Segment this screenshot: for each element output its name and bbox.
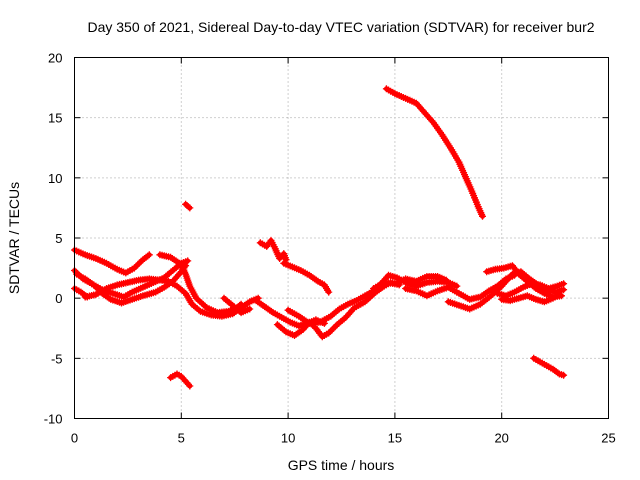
series-arc-r bbox=[382, 85, 486, 220]
y-tick-label: 10 bbox=[48, 171, 62, 186]
series-markers bbox=[493, 280, 568, 300]
series-arc-g bbox=[220, 294, 254, 317]
series-arc-l bbox=[370, 273, 450, 292]
series-arc-j bbox=[280, 259, 333, 296]
series-markers bbox=[71, 246, 153, 277]
series-markers bbox=[220, 294, 254, 317]
series-markers bbox=[156, 251, 245, 317]
series-arc-f bbox=[156, 251, 245, 317]
series-markers bbox=[182, 200, 194, 212]
y-tick-label: -10 bbox=[44, 412, 63, 427]
y-axis-label: SDTVAR / TECUs bbox=[6, 182, 22, 294]
x-tick-label: 25 bbox=[601, 431, 615, 446]
x-axis-label: GPS time / hours bbox=[288, 457, 395, 473]
x-tick-label: 5 bbox=[178, 431, 185, 446]
series-trace bbox=[383, 86, 485, 219]
series-markers bbox=[256, 236, 290, 264]
series-markers bbox=[530, 354, 568, 379]
y-tick-label: 0 bbox=[55, 291, 62, 306]
plot-area bbox=[71, 85, 568, 390]
series-arc-s bbox=[182, 200, 194, 212]
series-markers bbox=[498, 291, 563, 306]
series-arc-a bbox=[71, 246, 153, 277]
series-arc-u bbox=[167, 370, 194, 390]
y-tick-label: 5 bbox=[55, 231, 62, 246]
x-tick-label: 15 bbox=[388, 431, 402, 446]
series-arc-v bbox=[530, 354, 568, 379]
series-markers bbox=[370, 273, 450, 292]
x-tick-label: 10 bbox=[281, 431, 295, 446]
series-arc-p bbox=[493, 280, 568, 300]
y-tick-label: 15 bbox=[48, 111, 62, 126]
axis-ticks: 0 5 10 15 20 25 -10 -5 0 5 10 15 20 bbox=[44, 51, 616, 446]
grid bbox=[74, 57, 609, 419]
y-tick-label: -5 bbox=[51, 351, 63, 366]
x-tick-label: 20 bbox=[494, 431, 508, 446]
series-arc-i bbox=[273, 279, 403, 341]
series-markers bbox=[382, 85, 486, 220]
series-arc-t bbox=[256, 236, 290, 264]
series-arc-q bbox=[498, 291, 563, 306]
series-markers bbox=[273, 279, 403, 341]
series-markers bbox=[280, 259, 333, 296]
series-markers bbox=[81, 275, 262, 320]
series-arc-e bbox=[81, 275, 262, 320]
chart-title: Day 350 of 2021, Sidereal Day-to-day VTE… bbox=[87, 19, 594, 35]
y-tick-label: 20 bbox=[48, 51, 62, 66]
series-markers bbox=[167, 370, 194, 390]
x-tick-label: 0 bbox=[71, 431, 78, 446]
